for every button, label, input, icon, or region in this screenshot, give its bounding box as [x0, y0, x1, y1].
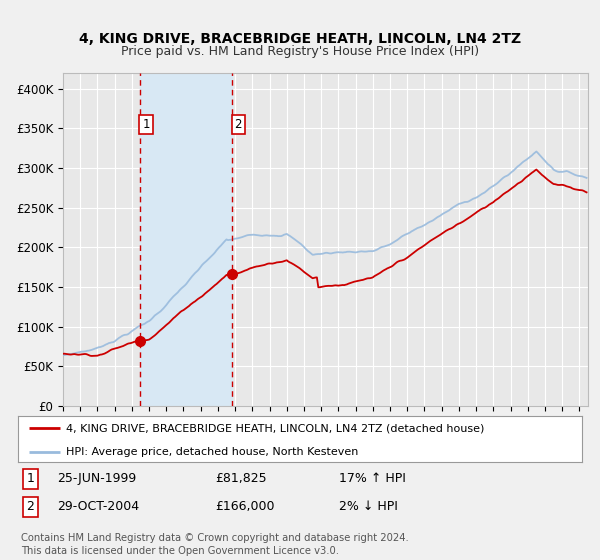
Text: 2: 2	[235, 118, 242, 131]
Text: 4, KING DRIVE, BRACEBRIDGE HEATH, LINCOLN, LN4 2TZ (detached house): 4, KING DRIVE, BRACEBRIDGE HEATH, LINCOL…	[66, 423, 484, 433]
Text: 29-OCT-2004: 29-OCT-2004	[58, 500, 140, 513]
Text: 2: 2	[26, 500, 34, 513]
Text: HPI: Average price, detached house, North Kesteven: HPI: Average price, detached house, Nort…	[66, 447, 358, 457]
Text: 2% ↓ HPI: 2% ↓ HPI	[340, 500, 398, 513]
Text: 25-JUN-1999: 25-JUN-1999	[58, 473, 137, 486]
Text: 17% ↑ HPI: 17% ↑ HPI	[340, 473, 406, 486]
Text: 4, KING DRIVE, BRACEBRIDGE HEATH, LINCOLN, LN4 2TZ: 4, KING DRIVE, BRACEBRIDGE HEATH, LINCOL…	[79, 32, 521, 46]
Text: 1: 1	[26, 473, 34, 486]
Text: £81,825: £81,825	[215, 473, 267, 486]
Text: Contains HM Land Registry data © Crown copyright and database right 2024.
This d: Contains HM Land Registry data © Crown c…	[21, 533, 409, 556]
Text: £166,000: £166,000	[215, 500, 275, 513]
Bar	[140, 73, 232, 406]
Text: 1: 1	[142, 118, 150, 131]
Text: Price paid vs. HM Land Registry's House Price Index (HPI): Price paid vs. HM Land Registry's House …	[121, 45, 479, 58]
